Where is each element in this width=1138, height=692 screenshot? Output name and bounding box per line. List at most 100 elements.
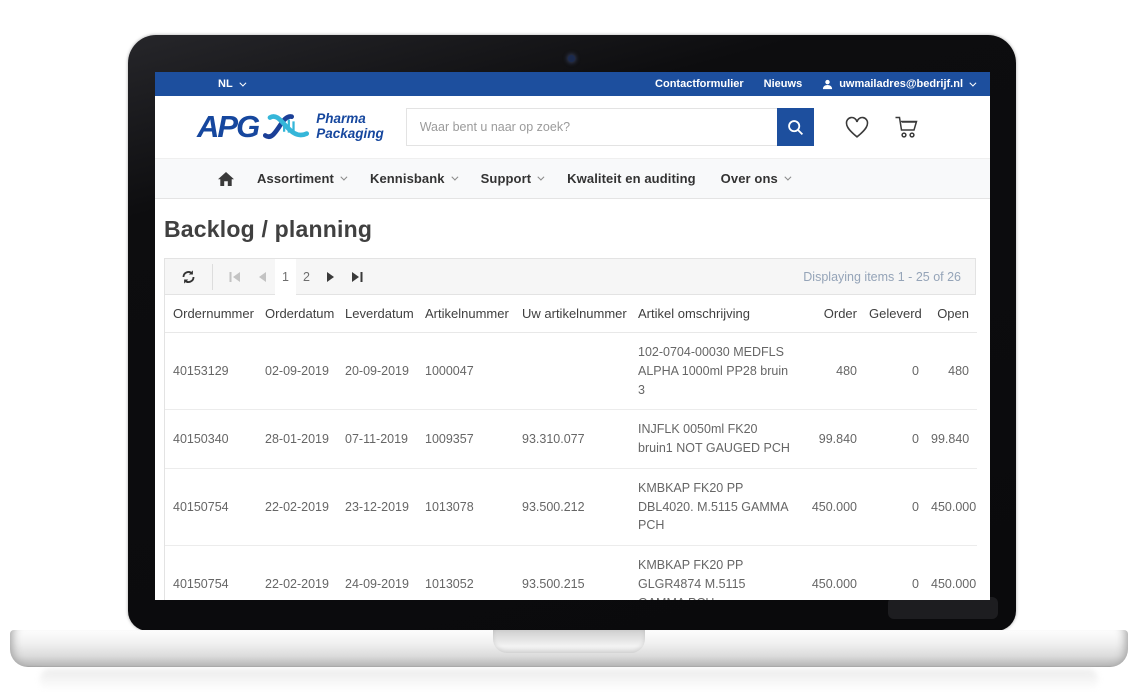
table-cell: 28-01-2019 [265, 431, 329, 446]
account-email: uwmailadres@bedrijf.nl [839, 78, 963, 90]
nav-item-label: Kwaliteit en auditing [567, 171, 696, 186]
table-cell: 40150754 [173, 499, 229, 514]
topbar-link-nieuws[interactable]: Nieuws [763, 78, 803, 90]
logo-tagline: Pharma Packaging [316, 112, 384, 141]
nav-item-assortiment[interactable]: Assortiment [257, 171, 348, 186]
laptop-base [10, 630, 1128, 667]
laptop-screen-bezel: NL Contactformulier Nieuws uwmailadres@b… [128, 35, 1016, 631]
chevron-down-icon [537, 173, 545, 181]
toolbar-separator [212, 263, 213, 290]
table-cell: 0 [912, 363, 919, 378]
table-cell: 24-09-2019 [345, 576, 409, 591]
table-cell: 02-09-2019 [265, 363, 329, 378]
table-cell: 0 [912, 431, 919, 446]
chevron-down-icon [784, 173, 792, 181]
last-page-button[interactable] [344, 259, 371, 295]
table-row[interactable]: 40150754 22-02-2019 23-12-2019 1013078 93.50… [165, 468, 977, 546]
table-row[interactable]: 40150340 28-01-2019 07-11-2019 1009357 93.31… [165, 410, 977, 469]
favorites-button[interactable] [844, 116, 870, 139]
language-selector[interactable]: NL [218, 78, 247, 90]
first-page-icon [229, 271, 240, 282]
column-header[interactable]: Geleverd [863, 295, 925, 333]
search-button[interactable] [776, 108, 814, 146]
nav-item-label: Support [480, 171, 532, 186]
table-cell: 1009357 [425, 431, 474, 446]
chevron-down-icon [239, 79, 247, 87]
table-cell: 450.000 [931, 576, 977, 591]
next-page-icon [326, 271, 334, 282]
search-icon [787, 119, 803, 135]
search-bar [405, 108, 814, 146]
table-cell: 23-12-2019 [345, 499, 409, 514]
nav-item-support[interactable]: Support [480, 171, 545, 186]
table-cell: 480 [948, 363, 969, 378]
first-page-button[interactable] [221, 259, 248, 295]
logo-tagline-line2: Packaging [316, 126, 384, 141]
browser-viewport: NL Contactformulier Nieuws uwmailadres@b… [155, 72, 990, 600]
table-cell: 07-11-2019 [345, 431, 409, 446]
orders-table-head: Ordernummer Orderdatum Leverdatum Artikelnu… [165, 295, 977, 333]
column-header[interactable]: Order [799, 295, 863, 333]
column-header[interactable]: Uw artikelnummer [516, 295, 632, 333]
chevron-down-icon [451, 173, 459, 181]
table-cell: INJFLK 0050ml FK20 bruin1 NOT GAUGED PCH [638, 422, 790, 455]
logo-tagline-line1: Pharma [316, 111, 366, 127]
header-row: Ordernummer Orderdatum Leverdatum Artikelnu… [165, 295, 977, 333]
topbar-link-contactformulier[interactable]: Contactformulier [655, 78, 744, 90]
nav-item-kennisbank[interactable]: Kennisbank [369, 171, 459, 186]
table-cell: 22-02-2019 [265, 499, 329, 514]
table-cell: 1013078 [425, 499, 474, 514]
account-menu[interactable]: uwmailadres@bedrijf.nl [822, 78, 977, 90]
nav-item-over-ons[interactable]: Over ons [721, 171, 792, 186]
logo-apg-text: APG [197, 109, 260, 144]
cart-button[interactable] [894, 115, 921, 139]
pagination-status: Displaying items 1 - 25 of 26 [803, 269, 961, 284]
column-header[interactable]: Ordernummer [165, 295, 259, 333]
previous-page-button[interactable] [248, 259, 275, 295]
table-cell: 20-09-2019 [345, 363, 409, 378]
column-header[interactable]: Artikelnummer [419, 295, 516, 333]
webcam-dot [568, 55, 575, 62]
table-cell: 40153129 [173, 363, 229, 378]
person-icon [823, 79, 833, 89]
page-title: Backlog / planning [164, 216, 373, 242]
search-input[interactable] [405, 108, 777, 146]
heart-icon [845, 116, 868, 138]
table-cell: 93.500.215 [522, 576, 585, 591]
table-cell: 0 [912, 499, 919, 514]
column-header[interactable]: Leverdatum [339, 295, 419, 333]
chevron-down-icon [969, 79, 977, 87]
nav-item-kwaliteit-en-auditing[interactable]: Kwaliteit en auditing [567, 171, 696, 186]
page-number-2[interactable]: 2 [303, 269, 310, 284]
laptop-base-notch [493, 630, 645, 653]
table-cell: KMBKAP FK20 PP DBL4020. M.5115 GAMMA PCH [638, 480, 788, 533]
header-icons [844, 115, 921, 139]
next-page-button[interactable] [317, 259, 344, 295]
table-row[interactable]: 40153129 02-09-2019 20-09-2019 1000047 102-0… [165, 333, 977, 410]
column-header[interactable]: Orderdatum [259, 295, 339, 333]
table-cell: 450.000 [811, 499, 857, 514]
laptop-reflection [40, 669, 1098, 691]
page-content: Backlog / planning [155, 216, 990, 600]
table-cell: 0 [912, 576, 919, 591]
refresh-button[interactable] [175, 268, 202, 286]
table-cell: 1000047 [425, 363, 474, 378]
column-header[interactable]: Open [925, 295, 977, 333]
nav-home-link[interactable] [218, 171, 234, 186]
nav-item-label: Assortiment [257, 171, 334, 186]
nav-item-label: Kennisbank [369, 171, 445, 186]
dna-helix-icon [263, 114, 310, 140]
logo[interactable]: APG Pharma Packaging [197, 109, 384, 145]
table-cell: 450.000 [931, 499, 977, 514]
page-number-1[interactable]: 1 [275, 258, 296, 295]
table-cell: 22-02-2019 [265, 576, 329, 591]
site-header: APG Pharma Packaging [155, 96, 990, 158]
language-label: NL [218, 78, 233, 90]
table-row[interactable]: 40150754 22-02-2019 24-09-2019 1013052 93.50… [165, 546, 977, 600]
table-cell: KMBKAP FK20 PP GLGR4874 M.5115 GAMMA PCH [638, 558, 746, 600]
cart-icon [895, 116, 918, 138]
column-header[interactable]: Artikel omschrijving [632, 295, 799, 333]
